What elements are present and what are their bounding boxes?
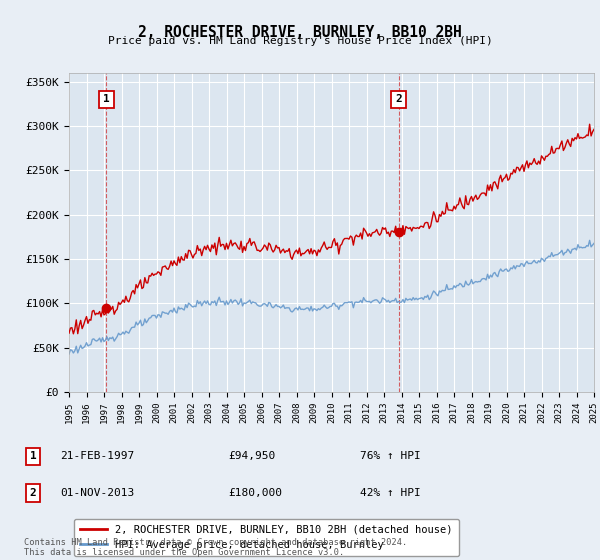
Text: 2, ROCHESTER DRIVE, BURNLEY, BB10 2BH: 2, ROCHESTER DRIVE, BURNLEY, BB10 2BH: [138, 25, 462, 40]
Text: £94,950: £94,950: [228, 451, 275, 461]
Text: 76% ↑ HPI: 76% ↑ HPI: [360, 451, 421, 461]
Text: 01-NOV-2013: 01-NOV-2013: [60, 488, 134, 498]
Legend: 2, ROCHESTER DRIVE, BURNLEY, BB10 2BH (detached house), HPI: Average price, deta: 2, ROCHESTER DRIVE, BURNLEY, BB10 2BH (d…: [74, 519, 458, 556]
Text: 21-FEB-1997: 21-FEB-1997: [60, 451, 134, 461]
Text: 1: 1: [29, 451, 37, 461]
Text: £180,000: £180,000: [228, 488, 282, 498]
Text: Price paid vs. HM Land Registry's House Price Index (HPI): Price paid vs. HM Land Registry's House …: [107, 36, 493, 46]
Text: Contains HM Land Registry data © Crown copyright and database right 2024.
This d: Contains HM Land Registry data © Crown c…: [24, 538, 407, 557]
Text: 1: 1: [103, 95, 110, 104]
Text: 2: 2: [395, 95, 402, 104]
Text: 42% ↑ HPI: 42% ↑ HPI: [360, 488, 421, 498]
Text: 2: 2: [29, 488, 37, 498]
